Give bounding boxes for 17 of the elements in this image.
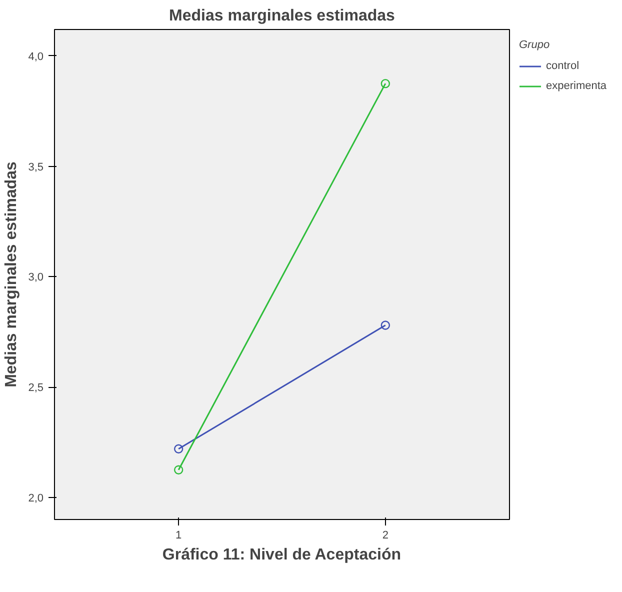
x-tick-label: 2 [382, 530, 388, 542]
y-tick-label: 4,0 [28, 50, 44, 63]
y-tick-label: 2,5 [28, 382, 44, 394]
y-tick-label: 3,5 [28, 161, 44, 174]
y-axis-title: Medias marginales estimadas [3, 161, 20, 388]
legend-title: Grupo [519, 39, 551, 51]
point [380, 320, 390, 330]
y-tick-label: 3,0 [28, 272, 44, 284]
legend-label: control [546, 60, 580, 72]
legend-label: experimenta [546, 80, 607, 92]
point [174, 465, 184, 474]
x-tick-label: 1 [176, 530, 182, 542]
point [380, 78, 390, 88]
point [174, 444, 184, 454]
x-axis-title: Gráfico 11: Nivel de Aceptación [162, 546, 402, 564]
y-tick-label: 2,0 [28, 492, 44, 504]
chart-title: Medias marginales estimadas [169, 8, 396, 24]
